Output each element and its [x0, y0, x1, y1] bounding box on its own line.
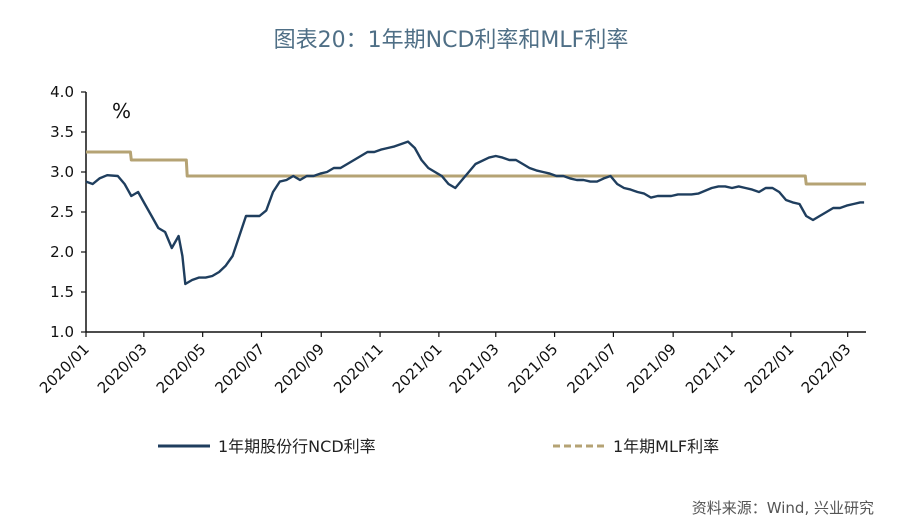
- x-tick-label: 2021/09: [623, 340, 680, 397]
- y-tick-label: 1.0: [50, 323, 74, 341]
- y-tick-label: 3.5: [50, 123, 74, 141]
- x-tick-label: 2021/05: [505, 340, 562, 397]
- y-tick-label: 3.0: [50, 163, 74, 181]
- x-tick-label: 2020/11: [330, 340, 387, 397]
- legend: 1年期股份行NCD利率 1年期MLF利率: [158, 437, 719, 456]
- y-tick-label: 2.5: [50, 203, 74, 221]
- y-tick-label: 1.5: [50, 283, 74, 301]
- legend-label-ncd: 1年期股份行NCD利率: [218, 437, 376, 456]
- x-tick-label: 2020/01: [36, 340, 93, 397]
- x-tick-label: 2021/11: [682, 340, 739, 397]
- series-line-mlf: [86, 150, 866, 186]
- legend-label-mlf: 1年期MLF利率: [613, 437, 719, 456]
- x-tick-label: 2020/05: [153, 340, 210, 397]
- x-tick-label: 2022/01: [741, 340, 798, 397]
- x-tick-label: 2020/03: [94, 340, 151, 397]
- x-tick-label: 2020/09: [271, 340, 328, 397]
- x-tick-label: 2020/07: [212, 340, 269, 397]
- source-note: 资料来源：Wind, 兴业研究: [691, 499, 874, 517]
- x-tick-label: 2021/01: [389, 340, 446, 397]
- x-tick-label: 2021/03: [446, 340, 503, 397]
- y-tick-label: 4.0: [50, 83, 74, 101]
- x-tick-label: 2022/03: [798, 340, 855, 397]
- x-tick-label: 2021/07: [563, 340, 620, 397]
- series-line-ncd: [85, 140, 865, 286]
- y-axis-unit-label: %: [112, 99, 131, 123]
- series-layer: [85, 140, 866, 286]
- y-tick-label: 2.0: [50, 243, 74, 261]
- chart-title: 图表20：1年期NCD利率和MLF利率: [273, 28, 629, 53]
